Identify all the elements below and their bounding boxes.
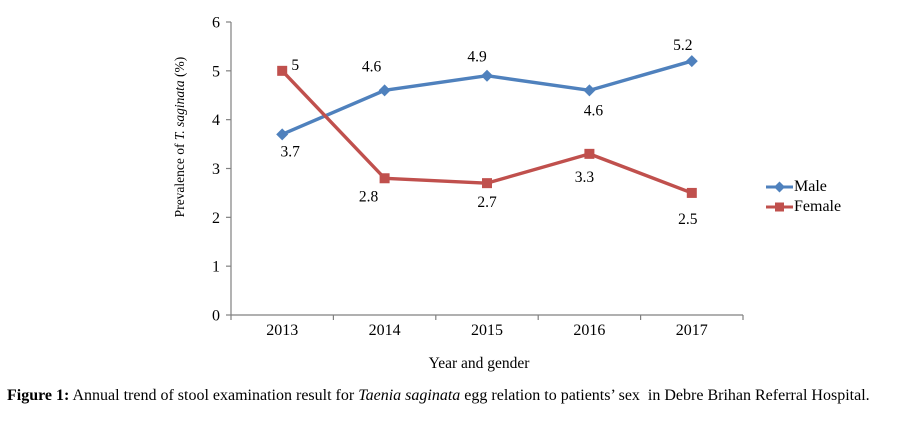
female-marker [686, 187, 697, 198]
y-tick-label: 6 [212, 15, 220, 32]
male-marker [481, 69, 493, 82]
y-tick-label: 0 [212, 308, 220, 325]
female-marker [277, 65, 288, 76]
caption-species: Taenia saginata [358, 387, 461, 404]
data-point-label: 2.7 [477, 194, 497, 211]
male-marker [276, 128, 289, 141]
y-axis-title-text: Prevalence of [172, 140, 187, 218]
caption-text-before-species: Annual trend of stool examination result… [69, 387, 359, 404]
data-point-label: 2.8 [359, 188, 379, 205]
male-marker [378, 84, 391, 97]
x-tick-label: 2015 [471, 322, 503, 339]
female-marker [482, 178, 492, 189]
data-point-label: 3.7 [281, 143, 301, 160]
y-tick-label: 4 [212, 112, 220, 129]
y-axis-title-unit: (%) [172, 56, 187, 81]
legend-label-female: Female [794, 198, 842, 215]
data-point-label: 5.2 [673, 37, 692, 54]
data-point-label: 4.6 [362, 58, 382, 75]
male-marker [685, 55, 698, 68]
female-marker [379, 173, 390, 184]
line-chart: 0 1 2 3 4 5 6 2013 2014 2015 2016 2017 3.7 4.6 4.9 4.6 5… [212, 15, 744, 339]
female-series-line [280, 69, 694, 195]
x-axis-title: Year and gender [428, 355, 530, 372]
x-tick-label: 2016 [573, 322, 605, 339]
data-point-label: 2.5 [678, 211, 698, 228]
data-point-label: 3.3 [575, 169, 595, 186]
x-tick-label: 2014 [369, 322, 401, 339]
legend-item-female: Female [766, 198, 842, 215]
y-axis-title-species: T. saginata [172, 80, 187, 141]
data-point-label: 4.9 [467, 49, 487, 66]
y-tick-label: 5 [212, 63, 220, 80]
x-tick-label: 2013 [266, 322, 298, 339]
female-series-key-icon [766, 202, 793, 212]
male-series-key-icon [766, 181, 793, 193]
y-axis-title: Prevalence of T. saginata (%) [172, 27, 190, 247]
legend: Male Female [766, 178, 842, 220]
caption-text-after-species: egg relation to patients’ sex in Debre B… [460, 387, 870, 404]
y-tick-label: 2 [212, 210, 220, 227]
y-tick-label: 1 [212, 259, 220, 276]
female-marker [584, 148, 595, 159]
data-point-label: 5 [291, 57, 299, 74]
legend-item-male: Male [766, 178, 841, 195]
male-marker [583, 84, 596, 97]
figure-caption: Figure 1: Annual trend of stool examinat… [7, 387, 897, 405]
legend-label-male: Male [794, 178, 827, 195]
x-tick-label: 2017 [676, 322, 708, 339]
data-point-label: 4.6 [584, 102, 604, 119]
figure-label: Figure 1: [7, 387, 70, 404]
y-tick-label: 3 [212, 161, 220, 178]
